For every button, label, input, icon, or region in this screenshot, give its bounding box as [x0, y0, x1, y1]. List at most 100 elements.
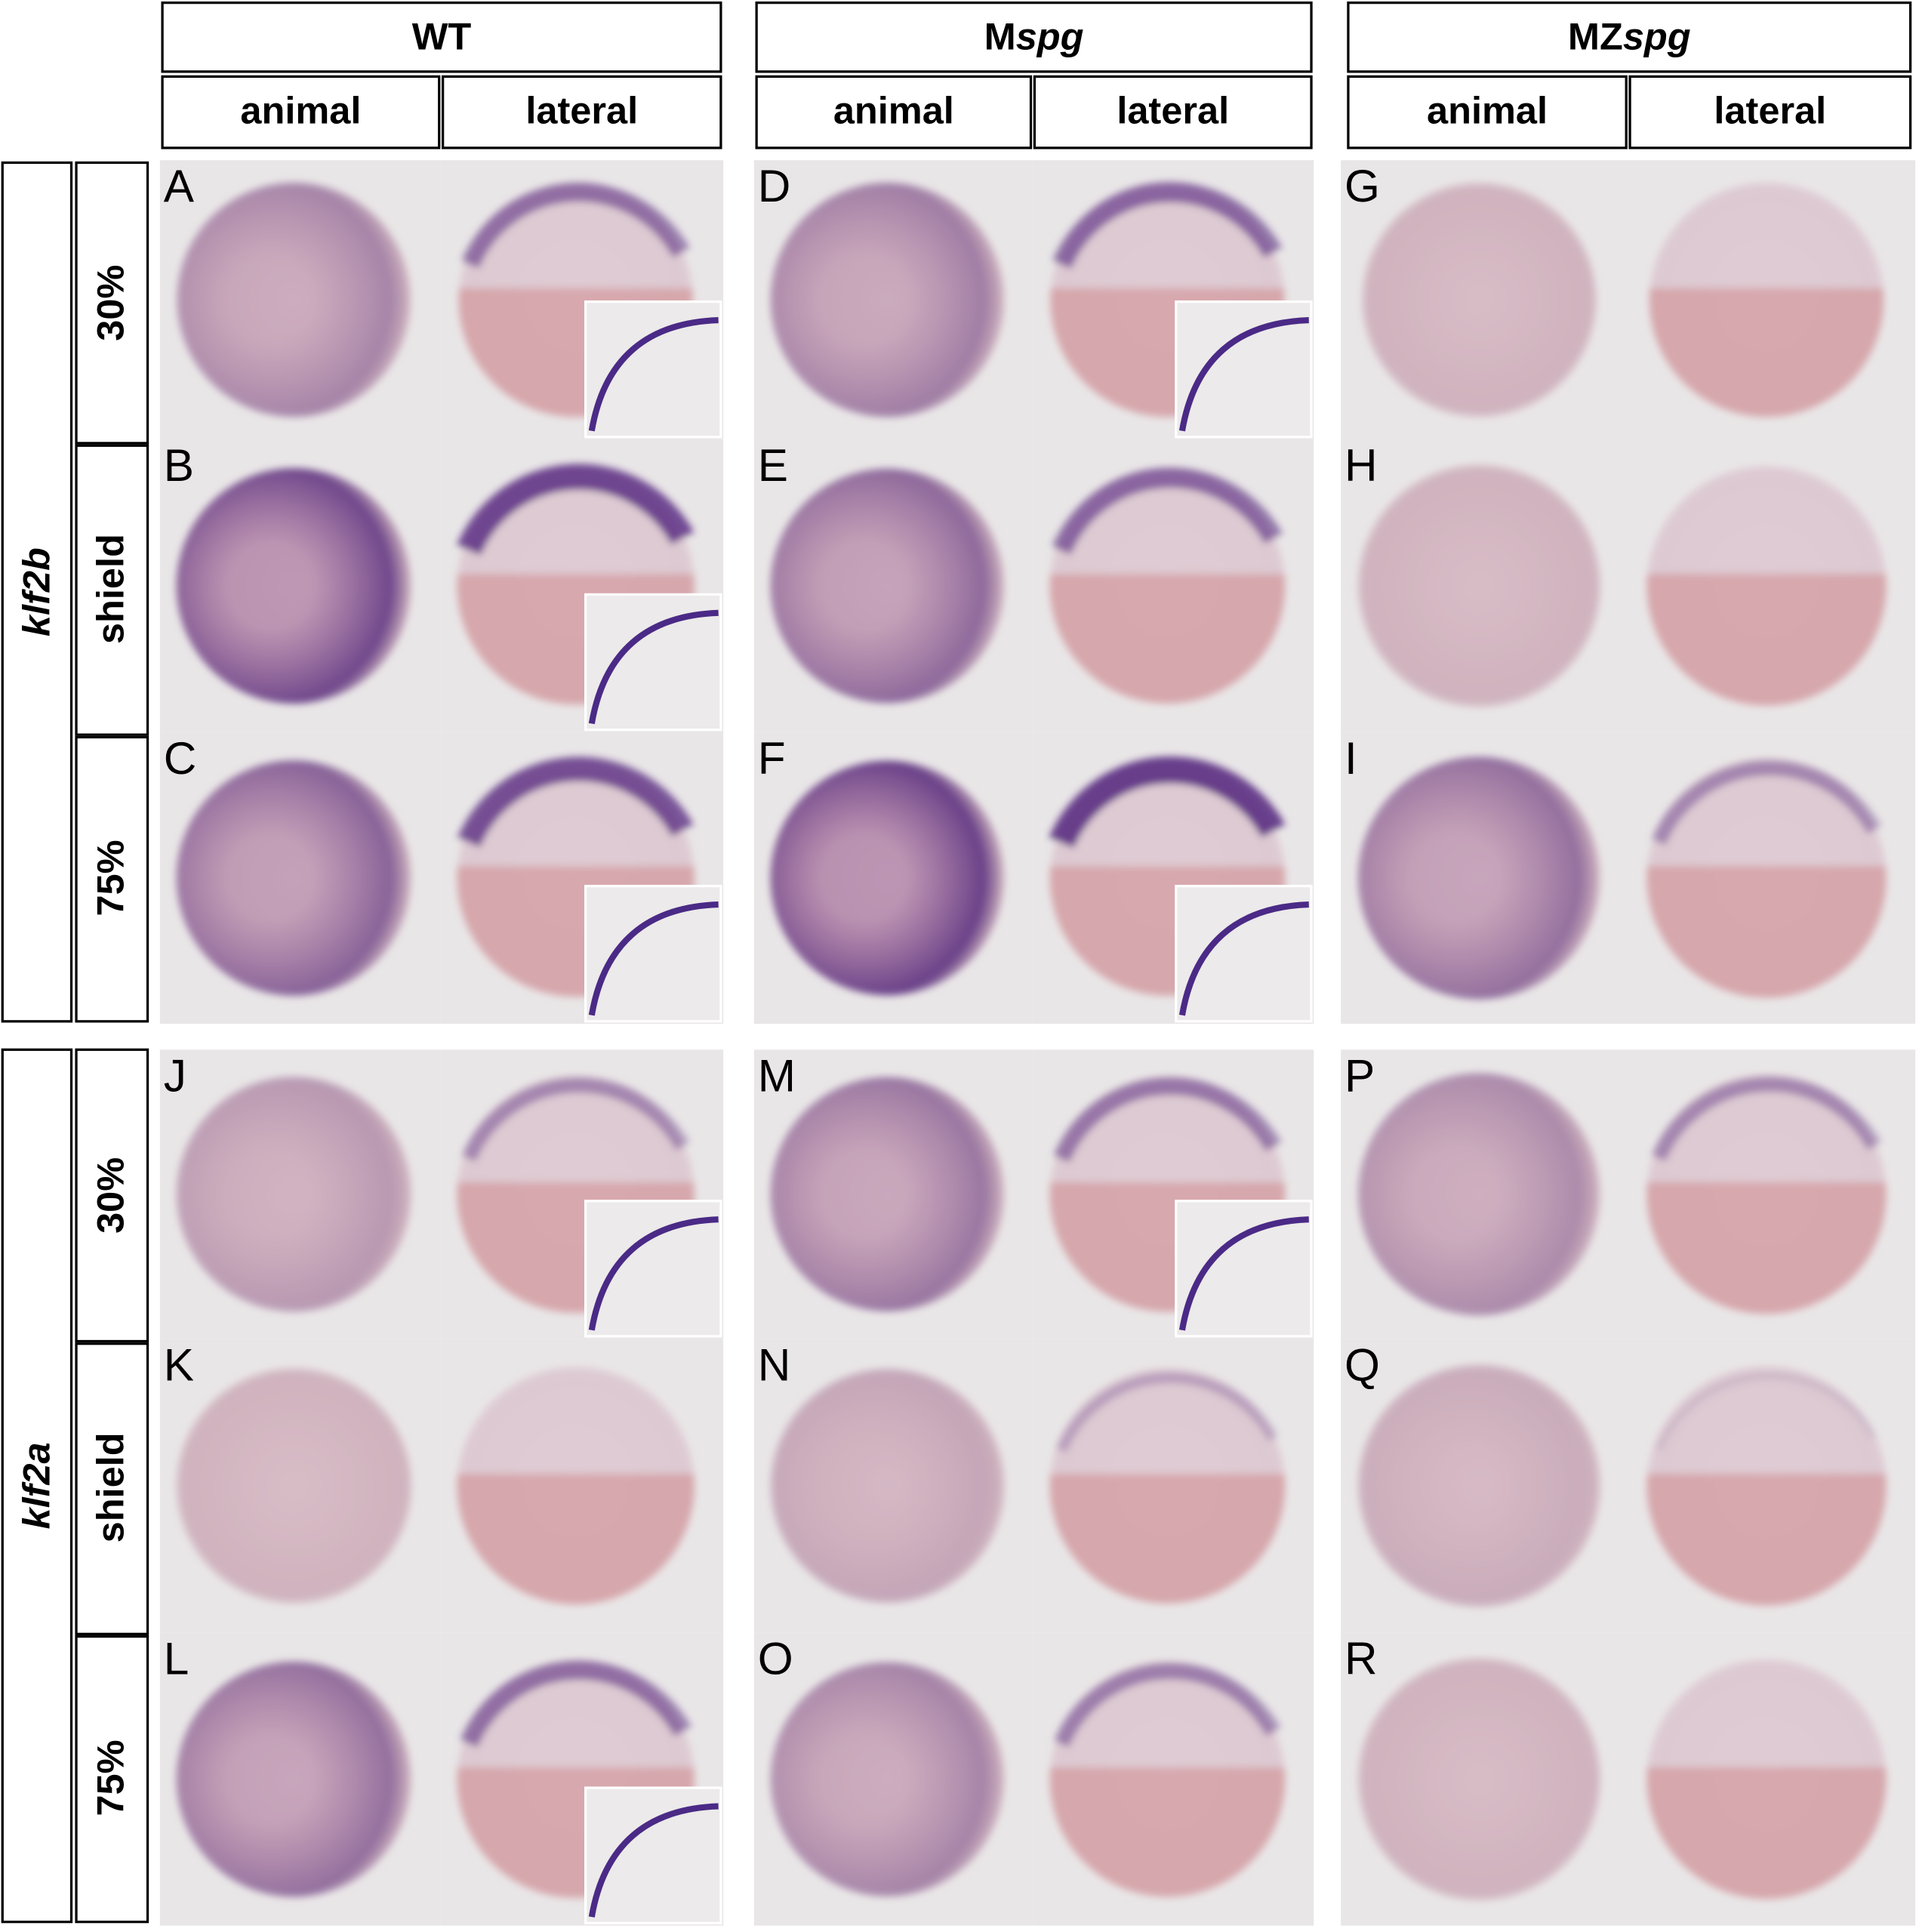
panel: L — [159, 1632, 441, 1926]
view-box — [161, 75, 441, 149]
panel — [1630, 1632, 1916, 1926]
panel: F — [753, 732, 1033, 1025]
stain — [770, 1077, 1006, 1312]
panel: O — [753, 1632, 1033, 1926]
panel-letter: K — [164, 1339, 194, 1390]
panel — [440, 1632, 724, 1926]
stain — [770, 760, 1006, 996]
panel-letter: L — [164, 1633, 189, 1684]
gene-box — [1, 161, 73, 1023]
inset-stain — [1178, 316, 1309, 432]
stain — [176, 1076, 412, 1312]
column-title: Mspg — [984, 15, 1084, 58]
panel — [1033, 732, 1314, 1025]
embryo — [1049, 1367, 1286, 1604]
panel — [440, 1049, 724, 1339]
panel — [440, 732, 724, 1025]
panel: P — [1341, 1049, 1631, 1339]
panel: E — [753, 439, 1033, 732]
stain — [1357, 1364, 1601, 1607]
panel: N — [753, 1339, 1033, 1633]
stage-box — [75, 735, 149, 1023]
panel-letter: G — [1345, 160, 1380, 211]
panel: M — [753, 1049, 1033, 1339]
embryo-body — [1357, 464, 1601, 707]
stain — [177, 182, 411, 418]
inset-stain — [588, 1216, 719, 1331]
title-part: WT — [412, 15, 472, 58]
view-box — [1033, 75, 1313, 149]
embryo — [176, 1076, 412, 1312]
embryo — [770, 182, 1006, 418]
embryo — [177, 182, 411, 418]
title-part: MZ — [1568, 15, 1623, 58]
panel — [440, 1339, 724, 1633]
view-label: lateral — [1714, 89, 1826, 132]
stage-box — [75, 444, 149, 736]
panel — [1630, 1339, 1916, 1633]
embryo-body — [176, 1367, 412, 1604]
title-part: M — [984, 15, 1016, 58]
embryo — [176, 1661, 412, 1897]
stain — [1055, 1372, 1279, 1453]
panel: B — [159, 439, 441, 732]
inset-stain — [588, 316, 719, 432]
panel — [1033, 439, 1314, 732]
embryo — [1357, 1364, 1601, 1607]
embryo — [770, 760, 1006, 996]
stain — [770, 1368, 1006, 1604]
stain — [1052, 467, 1283, 555]
embryo — [770, 468, 1006, 704]
inset-stain — [1178, 901, 1309, 1016]
embryo — [1362, 182, 1597, 418]
embryo — [770, 1662, 1006, 1897]
stain — [1357, 1072, 1601, 1316]
stain — [176, 467, 412, 704]
embryo — [176, 1367, 412, 1604]
view-label: animal — [833, 89, 954, 132]
stain — [1052, 182, 1283, 269]
panel: A — [159, 160, 441, 440]
stage-label: 30% — [88, 1157, 131, 1234]
embryo — [1357, 1072, 1601, 1316]
embryo — [1049, 1661, 1286, 1897]
stain — [176, 760, 412, 997]
view-box — [755, 75, 1033, 149]
stain — [176, 1661, 412, 1897]
panel — [1033, 1339, 1314, 1633]
view-box — [1628, 75, 1912, 149]
stain — [1049, 756, 1286, 849]
stage-box — [75, 1635, 149, 1924]
stain — [770, 468, 1006, 704]
panel: H — [1341, 439, 1631, 732]
panel-letter: N — [758, 1339, 791, 1390]
embryo-body — [1357, 1657, 1601, 1901]
panel — [1033, 1632, 1314, 1926]
gene-label: klf2b — [14, 547, 57, 636]
panel-letter: B — [164, 439, 194, 491]
column-title: WT — [412, 15, 472, 58]
embryo — [770, 1077, 1006, 1312]
embryo — [176, 760, 412, 997]
panel: D — [753, 160, 1033, 440]
embryo-body — [1362, 182, 1597, 418]
view-box — [441, 75, 722, 149]
stage-label: 30% — [88, 265, 131, 341]
panel — [1033, 160, 1314, 440]
panel-letter: P — [1345, 1049, 1375, 1101]
stage-label: 75% — [88, 1739, 131, 1816]
panel-letter: R — [1345, 1633, 1378, 1684]
panel: C — [159, 732, 441, 1025]
title-part: spg — [1016, 15, 1084, 58]
stage-box — [75, 1048, 149, 1343]
embryo — [1357, 1657, 1601, 1901]
stain — [770, 1662, 1006, 1897]
panel: J — [159, 1049, 441, 1339]
stain — [461, 1077, 690, 1162]
stain — [457, 464, 695, 556]
panel-letter: Q — [1345, 1339, 1380, 1390]
view-label: animal — [240, 89, 361, 132]
stage-label: shield — [88, 1432, 131, 1542]
